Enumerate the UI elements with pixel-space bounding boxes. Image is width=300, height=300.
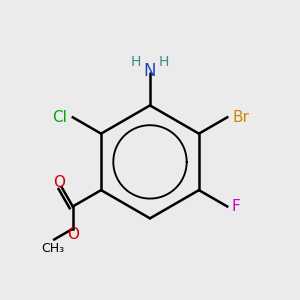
Text: N: N <box>144 62 156 80</box>
Text: H: H <box>159 55 169 69</box>
Text: H: H <box>130 55 141 69</box>
Text: O: O <box>53 175 65 190</box>
Text: Cl: Cl <box>52 110 68 125</box>
Text: Br: Br <box>232 110 249 125</box>
Text: O: O <box>67 226 79 242</box>
Text: CH₃: CH₃ <box>41 242 64 255</box>
Text: F: F <box>232 199 241 214</box>
